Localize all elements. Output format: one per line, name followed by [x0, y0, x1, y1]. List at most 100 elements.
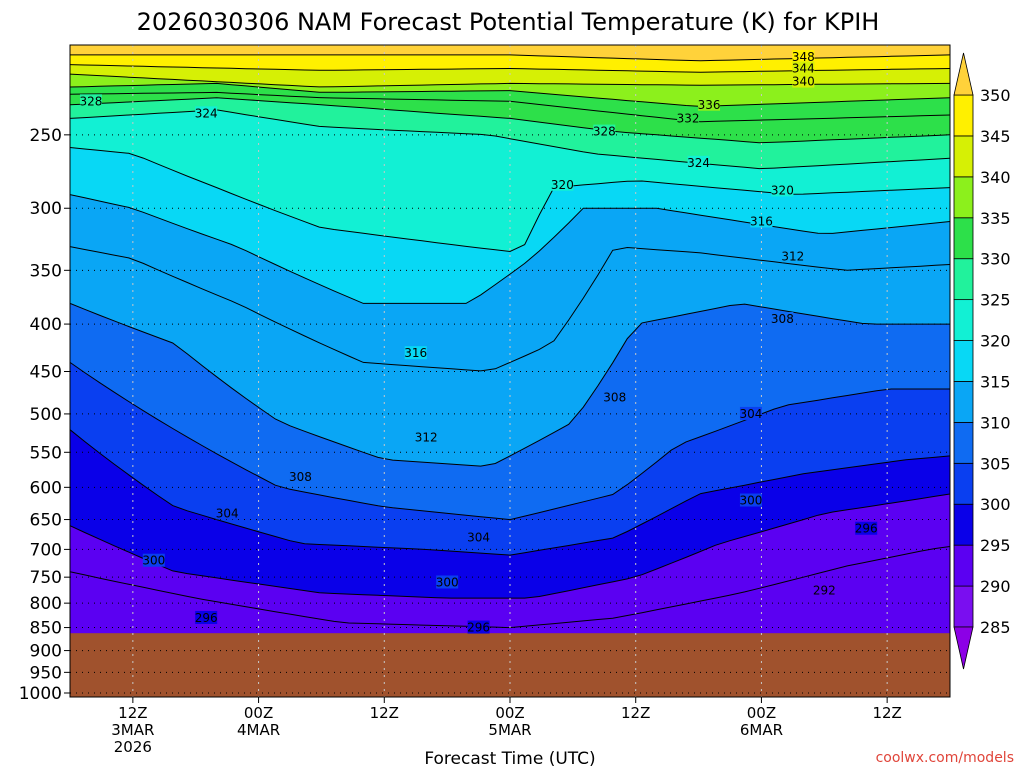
contour-label: 348	[792, 49, 815, 64]
contour-label-text: 300	[142, 554, 165, 568]
x-tick-label: 2026	[114, 738, 152, 756]
contour-label-text: 304	[467, 531, 490, 545]
contour-label-bg	[855, 521, 878, 535]
contour-label-text: 312	[415, 430, 438, 444]
credit-text: coolwx.com/models	[876, 750, 1014, 766]
contour-label-text: 296	[195, 611, 218, 625]
contour-label-bg	[404, 346, 427, 360]
contour-label: 340	[792, 74, 815, 89]
pressure-axis: 250 300 350 400 450 500 550 600 650 700 750 800 850 9…	[19, 126, 70, 704]
contour-label-text: 324	[687, 156, 710, 170]
x-tick-label: 00Z	[244, 704, 273, 722]
contour-312	[69, 246, 951, 372]
contour-308	[69, 302, 950, 467]
colorbar-label: 315	[980, 372, 1011, 391]
x-tick-label: 5MAR	[488, 721, 531, 739]
contour-label: 332	[677, 111, 700, 125]
contour-label-bg	[195, 106, 218, 120]
ground-surface	[70, 633, 950, 697]
colorbar-swatch	[953, 381, 974, 423]
contour-label-bg	[467, 530, 490, 544]
contour-label: 316	[404, 346, 427, 360]
colorbar-swatch	[953, 258, 974, 301]
colorbar-label: 335	[980, 209, 1011, 228]
colorbar-label: 325	[980, 291, 1011, 310]
x-tick-label: 00Z	[495, 704, 524, 722]
contour-label-text: 340	[792, 75, 815, 89]
contour-label-bg	[289, 470, 312, 484]
contour-label-text: 296	[467, 621, 490, 635]
contour-label: 300	[739, 493, 762, 508]
colorbar-label: 345	[980, 127, 1011, 146]
contour-label-bg	[687, 155, 710, 169]
y-tick-label: 500	[30, 405, 62, 425]
contour-label-text: 320	[771, 183, 794, 197]
contour-label-text: 312	[781, 249, 804, 263]
x-tick-label: 3MAR	[111, 721, 154, 739]
colorbar-low-arrow	[953, 626, 974, 670]
y-tick-label: 800	[30, 594, 62, 614]
contour-label: 344	[792, 61, 815, 75]
contour-label-text: 308	[603, 390, 626, 404]
contour-label: 312	[415, 430, 438, 444]
contour-316	[69, 194, 951, 304]
contour-label: 324	[687, 155, 710, 170]
colorbar-swatch	[953, 340, 974, 382]
x-tick-label: 6MAR	[740, 721, 783, 739]
x-tick-label: 12Z	[118, 704, 147, 722]
contour-label-bg	[677, 111, 700, 125]
contour-label-bg	[142, 553, 165, 567]
y-tick-label: 450	[30, 362, 62, 382]
contour-label-bg	[415, 430, 438, 444]
contour-label-text: 316	[404, 346, 427, 360]
contour-label: 320	[771, 183, 794, 197]
contour-304	[69, 361, 950, 521]
colorbar-swatch	[953, 462, 974, 505]
contour-label-bg	[792, 74, 815, 88]
y-tick-label: 350	[30, 261, 62, 281]
y-tick-label: 1000	[19, 684, 62, 704]
contour-label-bg	[79, 94, 102, 108]
colorbar-label: 340	[980, 168, 1011, 187]
contour-label-text: 348	[792, 50, 815, 64]
contour-label-text: 324	[195, 106, 218, 120]
contour-label: 320	[551, 177, 574, 192]
contour-label: 296	[467, 620, 490, 635]
contour-label-text: 328	[593, 125, 616, 139]
y-tick-label: 250	[30, 126, 62, 146]
contour-300	[69, 429, 951, 556]
contour-label-text: 336	[698, 98, 721, 112]
contour-336	[69, 82, 951, 107]
contour-label-text: 304	[216, 506, 239, 520]
contour-label-bg	[739, 406, 762, 420]
colorbar-swatch	[953, 421, 974, 464]
contour-label-bg	[771, 183, 794, 197]
contour-label-text: 292	[813, 583, 836, 597]
contour-label-bg	[792, 49, 815, 63]
y-tick-label: 400	[30, 315, 62, 335]
colorbar-label: 310	[980, 413, 1011, 432]
contour-label: 308	[771, 312, 794, 326]
x-tick-label: 4MAR	[237, 721, 280, 739]
colorbar-label: 285	[980, 618, 1011, 637]
contour-label: 328	[593, 124, 616, 139]
contour-label-text: 304	[739, 407, 762, 421]
colorbar-swatch	[953, 94, 974, 137]
colorbar-label: 320	[980, 332, 1011, 351]
contour-label: 300	[142, 553, 165, 568]
contour-label: 296	[855, 521, 878, 536]
y-tick-label: 700	[30, 540, 62, 560]
colorbar-swatch	[953, 299, 974, 341]
y-tick-label: 600	[30, 478, 62, 498]
contour-label: 304	[739, 406, 762, 421]
x-tick-label: 12Z	[370, 704, 399, 722]
contour-label-bg	[436, 575, 459, 589]
contour-label-bg	[603, 390, 626, 404]
contour-label-text: 344	[792, 61, 815, 75]
contour-label-text: 320	[551, 178, 574, 192]
colorbar-high-arrow	[953, 52, 974, 96]
y-tick-label: 900	[30, 642, 62, 662]
